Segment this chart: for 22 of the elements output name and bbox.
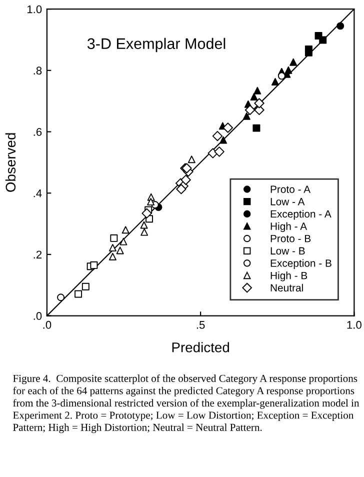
legend-label: Exception - A — [270, 210, 332, 220]
text: 3-D Exemplar Model — [87, 38, 226, 52]
legend-label: High - A — [270, 222, 308, 232]
y-tick-label: 1.0 — [28, 5, 42, 14]
y-tick-label: .4 — [34, 189, 42, 198]
x-tick-label: 1.0 — [347, 320, 362, 329]
x-axis-title: Predicted — [172, 342, 230, 352]
legend-label: Low - B — [270, 247, 305, 255]
y-tick-label: .8 — [34, 66, 42, 75]
legend-label: Low - A — [270, 198, 305, 206]
legend-label: Neutral — [270, 284, 303, 292]
x-tick-label: .5 — [196, 321, 205, 329]
y-axis-title: Observed — [5, 133, 16, 192]
legend-label: Proto - A — [270, 186, 311, 194]
caption: Figure 4. Composite scatterplot of the observed Category A response proportions for each of the 64 patterns against the predicted Category A response proportions from the 3-dimensional restricted version of the exemplar-generalization model in Experiment 2. Proto = Prototype; Low = Low Distortion; Exception = Exception Pattern; High = High Distortion; Neutral = Neutral Pattern. — [13, 374, 360, 434]
legend-label: Proto - B — [270, 234, 311, 242]
legend-label: Exception - B — [270, 259, 332, 269]
legend-label: High - B — [270, 272, 308, 282]
y-tick-label: .6 — [34, 128, 42, 136]
y-tick-label: .0 — [34, 312, 42, 320]
x-tick-label: .0 — [43, 320, 52, 329]
y-tick-label: .2 — [34, 250, 42, 258]
